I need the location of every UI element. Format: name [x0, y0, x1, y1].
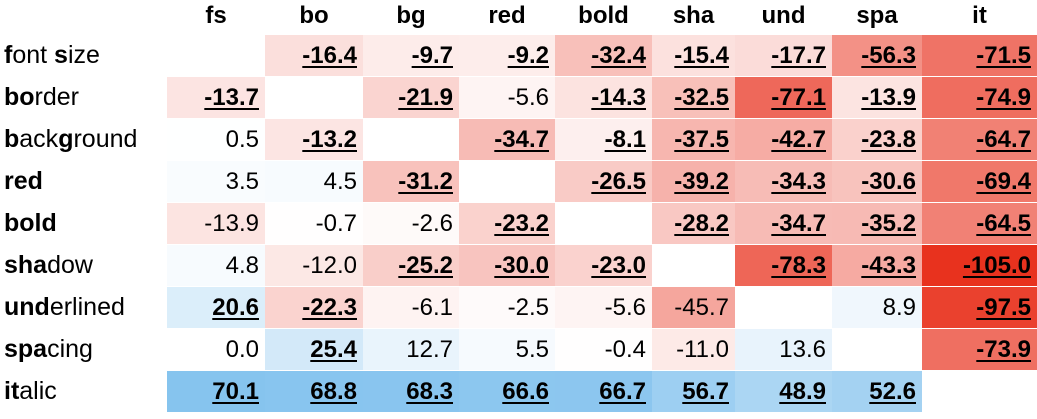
heatmap-cell: -45.7 [652, 287, 735, 328]
heatmap-cell [652, 245, 735, 286]
heatmap-cell: 13.6 [735, 329, 832, 370]
column-header-it: it [972, 2, 987, 29]
heatmap-cell: -9.2 [459, 35, 555, 76]
heatmap-cell: -71.5 [922, 35, 1037, 76]
heatmap-cell: -5.6 [459, 77, 555, 118]
heatmap-cell: -13.9 [832, 77, 922, 118]
heatmap-cell: -30.0 [459, 245, 555, 286]
heatmap-cell: -0.7 [265, 203, 363, 244]
heatmap-cell: -2.6 [363, 203, 459, 244]
heatmap-cell: -77.1 [735, 77, 832, 118]
heatmap-cell: -42.7 [735, 119, 832, 160]
heatmap-cell: 56.7 [652, 371, 735, 412]
heatmap-cell: 68.3 [363, 371, 459, 412]
row-label: background [4, 125, 138, 153]
heatmap-cell: -97.5 [922, 287, 1037, 328]
column-header-spa: spa [856, 2, 898, 29]
heatmap-cell [265, 77, 363, 118]
heatmap-cell: -74.9 [922, 77, 1037, 118]
column-header-bo: bo [299, 2, 329, 29]
heatmap-cell: 4.8 [167, 245, 265, 286]
heatmap-cell: -13.9 [167, 203, 265, 244]
heatmap-cell: 68.8 [265, 371, 363, 412]
heatmap-cell: 4.5 [265, 161, 363, 202]
heatmap-cell: -39.2 [652, 161, 735, 202]
heatmap-cell [555, 203, 652, 244]
heatmap-cell: -11.0 [652, 329, 735, 370]
heatmap-cell: -105.0 [922, 245, 1037, 286]
heatmap-cell: -64.7 [922, 119, 1037, 160]
heatmap-cell: -26.5 [555, 161, 652, 202]
heatmap-cell: -17.7 [735, 35, 832, 76]
heatmap-cell: 0.5 [167, 119, 265, 160]
row-label: spacing [4, 335, 93, 363]
heatmap-cell: -34.7 [459, 119, 555, 160]
heatmap-cell [832, 329, 922, 370]
heatmap-cell [459, 161, 555, 202]
heatmap-cell [735, 287, 832, 328]
heatmap-cell: -25.2 [363, 245, 459, 286]
heatmap-cell: -2.5 [459, 287, 555, 328]
column-header-sha: sha [672, 2, 715, 29]
row-label: shadow [4, 251, 93, 279]
heatmap-cell: 48.9 [735, 371, 832, 412]
heatmap-cell: 12.7 [363, 329, 459, 370]
heatmap-cell: -32.5 [652, 77, 735, 118]
heatmap-cell: -23.2 [459, 203, 555, 244]
heatmap-cell: 66.7 [555, 371, 652, 412]
heatmap-cell: 52.6 [832, 371, 922, 412]
heatmap-cell: -6.1 [363, 287, 459, 328]
row-label: italic [4, 377, 57, 405]
heatmap-cell: 0.0 [167, 329, 265, 370]
heatmap-cell: -32.4 [555, 35, 652, 76]
heatmap-cell: -28.2 [652, 203, 735, 244]
heatmap-cell: 20.6 [167, 287, 265, 328]
heatmap-cell: 3.5 [167, 161, 265, 202]
heatmap-cell [167, 35, 265, 76]
heatmap-cell: -37.5 [652, 119, 735, 160]
heatmap-cell: -16.4 [265, 35, 363, 76]
column-header-bold: bold [578, 2, 629, 29]
heatmap-cell: -14.3 [555, 77, 652, 118]
heatmap-cell: -5.6 [555, 287, 652, 328]
heatmap-cell: -12.0 [265, 245, 363, 286]
column-header-fs: fs [205, 2, 227, 29]
heatmap-cell: -35.2 [832, 203, 922, 244]
row-label: bold [4, 209, 57, 237]
heatmap-cell: 8.9 [832, 287, 922, 328]
heatmap-cell: -30.6 [832, 161, 922, 202]
heatmap-cell: -13.2 [265, 119, 363, 160]
heatmap-cell: -78.3 [735, 245, 832, 286]
heatmap-cell: -9.7 [363, 35, 459, 76]
heatmap-cell: -31.2 [363, 161, 459, 202]
row-label: font size [4, 41, 100, 69]
column-header-bg: bg [396, 2, 426, 29]
heatmap-cell: -23.8 [832, 119, 922, 160]
heatmap-cell: 66.6 [459, 371, 555, 412]
heatmap-cell: -43.3 [832, 245, 922, 286]
heatmap-cell: -69.4 [922, 161, 1037, 202]
row-label: underlined [4, 293, 125, 321]
heatmap-cell: -34.3 [735, 161, 832, 202]
heatmap-cell: 70.1 [167, 371, 265, 412]
column-header-und: und [761, 2, 806, 29]
heatmap-cell: -21.9 [363, 77, 459, 118]
heatmap-cell: -34.7 [735, 203, 832, 244]
heatmap-cell [363, 119, 459, 160]
heatmap-cell: -64.5 [922, 203, 1037, 244]
row-label: red [4, 167, 43, 195]
heatmap-cell: -8.1 [555, 119, 652, 160]
heatmap-cell: -15.4 [652, 35, 735, 76]
heatmap-cell: -23.0 [555, 245, 652, 286]
heatmap-cell: 5.5 [459, 329, 555, 370]
heatmap-cell: -56.3 [832, 35, 922, 76]
heatmap-cell: -73.9 [922, 329, 1037, 370]
column-header-red: red [488, 2, 526, 29]
heatmap-cell: -0.4 [555, 329, 652, 370]
heatmap-cell: -22.3 [265, 287, 363, 328]
heatmap-cell: 25.4 [265, 329, 363, 370]
row-label: border [4, 83, 80, 111]
heatmap-cell: -13.7 [167, 77, 265, 118]
heatmap-cell [922, 371, 1037, 412]
